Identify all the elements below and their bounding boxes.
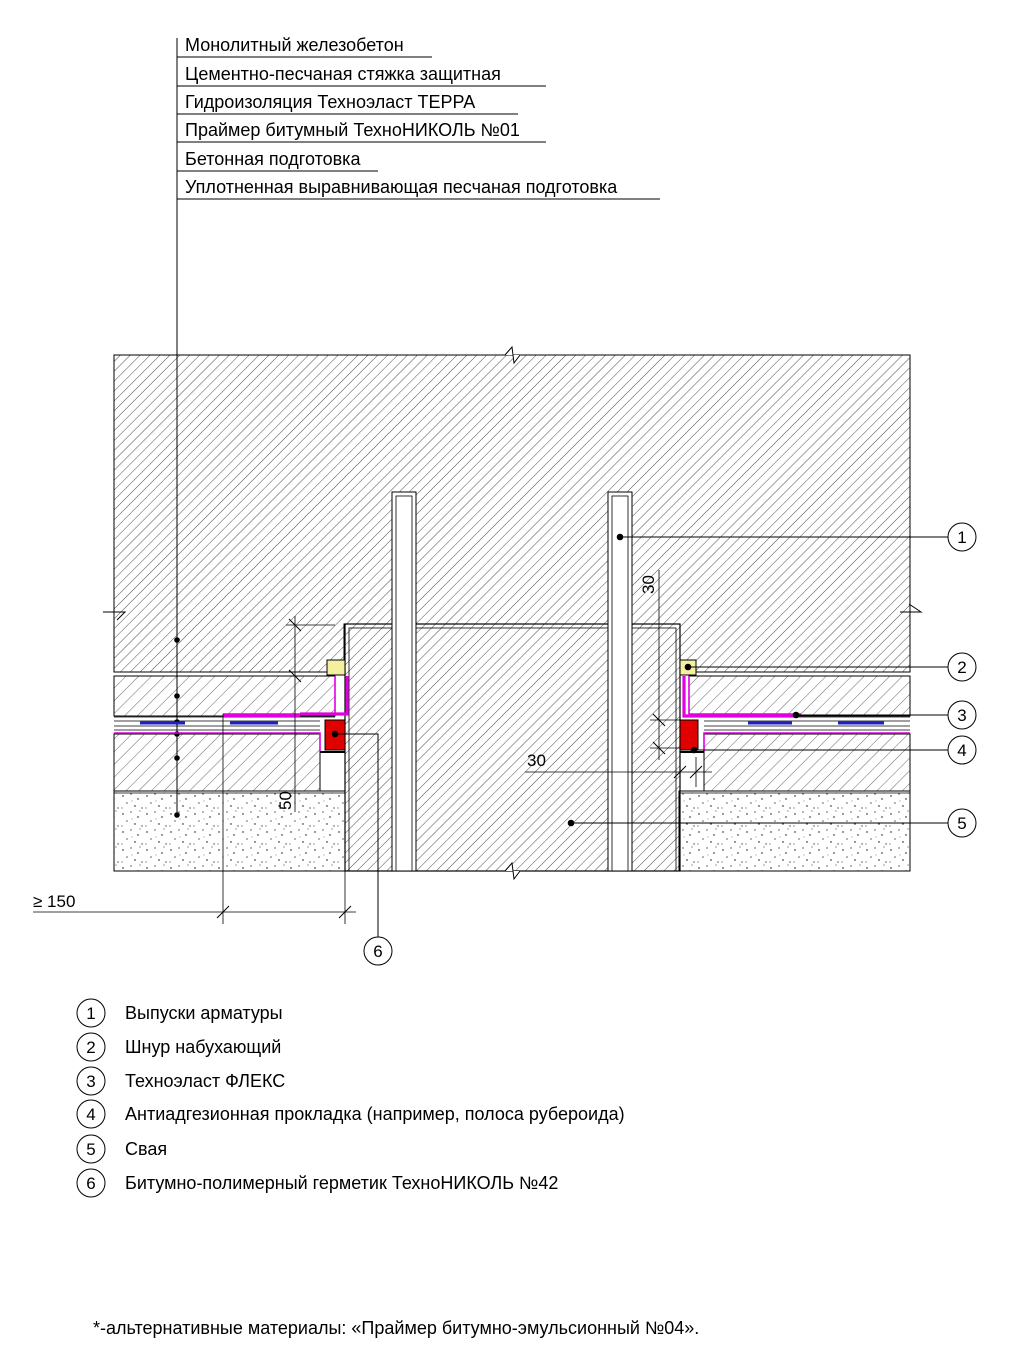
- dimensions: 50 30 30 ≥ 150: [33, 570, 712, 924]
- callouts: [331, 522, 977, 966]
- legend-item: 6 Битумно-полимерный герметик ТехноНИКОЛ…: [76, 1168, 558, 1198]
- legend-num: 5: [86, 1140, 95, 1159]
- legend-num: 4: [86, 1105, 95, 1124]
- legend-text: Битумно-полимерный герметик ТехноНИКОЛЬ …: [125, 1173, 558, 1193]
- dim-30-horizontal-label: 30: [527, 751, 546, 770]
- legend-num: 3: [86, 1072, 95, 1091]
- layer-label-concrete-prep: Бетонная подготовка: [185, 149, 361, 169]
- callout-numbers: 1 2 3 4 5 6: [373, 528, 966, 961]
- dim-150-label: ≥ 150: [33, 892, 75, 911]
- legend-text: Свая: [125, 1139, 167, 1159]
- callout-1: 1: [957, 528, 966, 547]
- layer-label-primer: Праймер битумный ТехноНИКОЛЬ №01: [185, 120, 520, 140]
- legend-item: 3 Техноэласт ФЛЕКС: [76, 1066, 285, 1096]
- dim-30-vertical-label: 30: [639, 575, 658, 594]
- layer-label-concrete: Монолитный железобетон: [185, 35, 404, 55]
- layer-label-sand-prep: Уплотненная выравнивающая песчаная подго…: [185, 177, 618, 197]
- callout-4: 4: [957, 741, 966, 760]
- legend-num: 1: [86, 1004, 95, 1023]
- layer-label-waterproofing: Гидроизоляция Техноэласт ТЕРРА: [185, 92, 475, 112]
- legend: 1 Выпуски арматуры 2 Шнур набухающий 3 Т…: [76, 998, 625, 1198]
- legend-text: Выпуски арматуры: [125, 1003, 283, 1023]
- legend-item: 1 Выпуски арматуры: [76, 998, 283, 1028]
- legend-item: 2 Шнур набухающий: [76, 1032, 281, 1062]
- callout-5: 5: [957, 814, 966, 833]
- legend-item: 4 Антиадгезионная прокладка (например, п…: [76, 1099, 625, 1129]
- layer-label-screed: Цементно-песчаная стяжка защитная: [185, 64, 501, 84]
- callout-3: 3: [957, 706, 966, 725]
- legend-text: Техноэласт ФЛЕКС: [125, 1071, 285, 1091]
- dim-50-label: 50: [276, 791, 295, 810]
- legend-num: 2: [86, 1038, 95, 1057]
- callout-6: 6: [373, 942, 382, 961]
- legend-item: 5 Свая: [76, 1134, 167, 1164]
- callout-2: 2: [957, 658, 966, 677]
- legend-num: 6: [86, 1174, 95, 1193]
- footnote: *-альтернативные материалы: «Праймер бит…: [93, 1318, 699, 1338]
- legend-text: Шнур набухающий: [125, 1037, 281, 1057]
- section-drawing: [103, 345, 923, 881]
- layer-leader: Монолитный железобетон Цементно-песчаная…: [174, 35, 660, 818]
- legend-text: Антиадгезионная прокладка (например, пол…: [125, 1104, 625, 1124]
